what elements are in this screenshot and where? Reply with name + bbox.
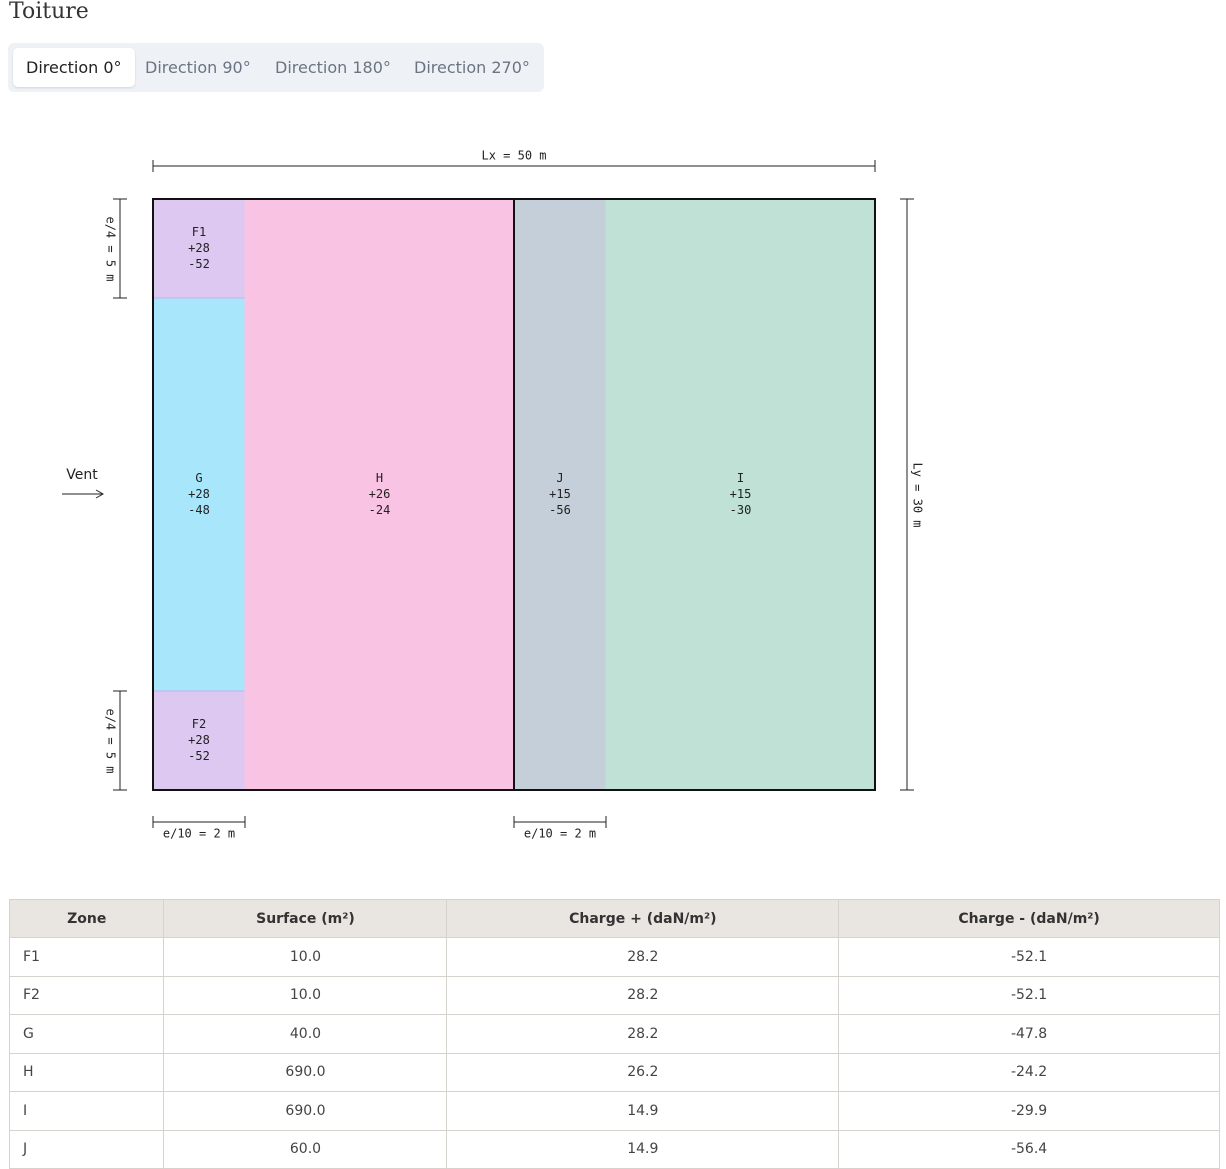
table-cell: H	[8, 1052, 165, 1092]
table-cell: 40.0	[163, 1014, 448, 1054]
table-cell: I	[8, 1091, 165, 1131]
column-header: Zone	[8, 899, 165, 938]
table-cell: -52.1	[838, 975, 1220, 1015]
zone-minus: -52	[188, 749, 210, 763]
zone-minus: -48	[188, 503, 210, 517]
table-cell: 10.0	[163, 937, 448, 977]
zone-plus: +15	[730, 487, 752, 501]
table-row: G 40.0 28.2 -47.8	[8, 1014, 1220, 1054]
strip-label: e/10 = 2 m	[524, 827, 596, 841]
table-cell: 14.9	[446, 1091, 840, 1131]
width-label: Ly = 30 m	[911, 462, 925, 527]
zone	[513, 198, 607, 791]
zone-table: Zone Surface (m²) Charge + (daN/m²) Charge …	[8, 899, 1220, 1169]
table-cell: 690.0	[163, 1052, 448, 1092]
table-cell: -47.8	[838, 1014, 1220, 1054]
tab-bar: Direction 0° Direction 90° Direction 180…	[8, 43, 544, 92]
zone-name: I	[737, 471, 744, 485]
table-row: F1 10.0 28.2 -52.1	[8, 937, 1220, 977]
zone-plus: +26	[369, 487, 391, 501]
length-label: Lx = 50 m	[481, 149, 546, 163]
zone-minus: -56	[549, 503, 571, 517]
column-header: Charge - (daN/m²)	[838, 899, 1220, 938]
dimension-lines	[62, 160, 914, 828]
table-cell: 60.0	[163, 1129, 448, 1169]
title: Toiture	[9, 0, 89, 24]
zone-name: G	[195, 471, 202, 485]
table-row: J 60.0 14.9 -56.4	[8, 1129, 1220, 1169]
zones: F1 +28 -52 F2 +28 -52 G +28 -48 H +26 -24 J +15 -56 I +1…	[152, 198, 876, 791]
zone-name: F1	[192, 225, 206, 239]
table-cell: 14.9	[446, 1129, 840, 1169]
roof-diagram: Lx = 50 m e/4 = 5 m e/4 = 5 m Ly = 30 m …	[62, 149, 925, 841]
zone	[605, 198, 876, 791]
table-cell: J	[8, 1129, 165, 1169]
zone-plus: +28	[188, 487, 210, 501]
zone-minus: -24	[369, 503, 391, 517]
zone-minus: -52	[188, 257, 210, 271]
column-header: Charge + (daN/m²)	[446, 899, 840, 938]
tab[interactable]: Direction 270°	[414, 58, 530, 77]
table-cell: 690.0	[163, 1091, 448, 1131]
zone-plus: +15	[549, 487, 571, 501]
table-cell: 10.0	[163, 975, 448, 1015]
table-cell: G	[8, 1014, 165, 1054]
zone-minus: -30	[730, 503, 752, 517]
table-cell: -24.2	[838, 1052, 1220, 1092]
zone	[152, 198, 246, 299]
column-header: Surface (m²)	[163, 899, 448, 938]
table-row: H 690.0 26.2 -24.2	[8, 1052, 1220, 1092]
table-cell: 28.2	[446, 1014, 840, 1054]
table-cell: F1	[8, 937, 165, 977]
table-row: I 690.0 14.9 -29.9	[8, 1091, 1220, 1131]
zone-name: J	[556, 471, 563, 485]
table-cell: 28.2	[446, 975, 840, 1015]
zone-name: H	[376, 471, 383, 485]
tab[interactable]: Direction 0°	[13, 48, 135, 87]
table-row: F2 10.0 28.2 -52.1	[8, 975, 1220, 1015]
zone	[152, 297, 246, 692]
zone-plus: +28	[188, 733, 210, 747]
strip-label: e/10 = 2 m	[163, 827, 235, 841]
table-cell: F2	[8, 975, 165, 1015]
zone-plus: +28	[188, 241, 210, 255]
table-cell: 26.2	[446, 1052, 840, 1092]
edge-label: e/4 = 5 m	[104, 216, 118, 281]
tab[interactable]: Direction 180°	[275, 58, 391, 77]
edge-label: e/4 = 5 m	[104, 708, 118, 773]
zone-name: F2	[192, 717, 206, 731]
wind-label: Vent	[66, 467, 98, 483]
table-cell: -52.1	[838, 937, 1220, 977]
table-cell: -56.4	[838, 1129, 1220, 1169]
table-cell: -29.9	[838, 1091, 1220, 1131]
tab[interactable]: Direction 90°	[145, 58, 251, 77]
table-cell: 28.2	[446, 937, 840, 977]
